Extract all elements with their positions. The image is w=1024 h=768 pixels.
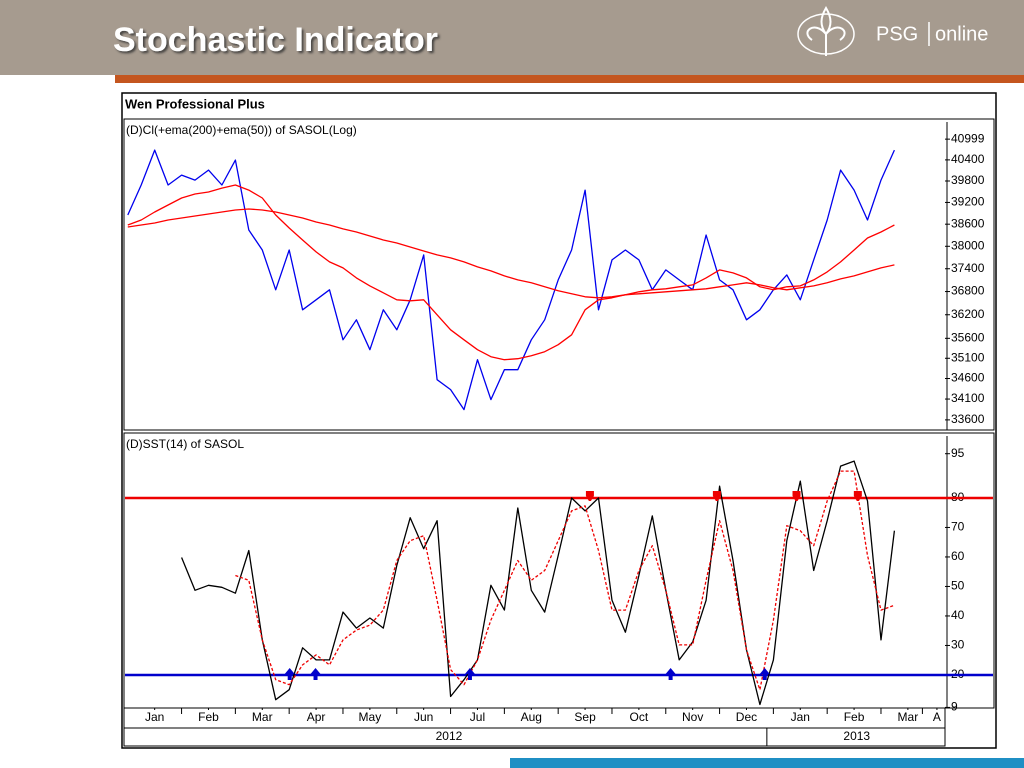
- x-tick-label: A: [933, 710, 941, 724]
- x-tick-label: Aug: [521, 710, 542, 724]
- x-tick-label: Apr: [307, 710, 326, 724]
- buy-signal: [759, 667, 770, 680]
- y-tick-label: 33600: [951, 412, 985, 426]
- sell-signal: [853, 490, 862, 501]
- x-tick-label: May: [359, 710, 382, 724]
- year-label: 2013: [843, 729, 870, 743]
- sell-signal: [792, 490, 801, 501]
- buy-signal: [665, 667, 676, 680]
- y-tick-label: 39800: [951, 173, 985, 187]
- y-tick-label: 35100: [951, 350, 985, 364]
- panel-title: (D)Cl(+ema(200)+ema(50)) of SASOL(Log): [126, 123, 357, 137]
- y-tick-label: 38600: [951, 216, 985, 230]
- price-panel: [123, 118, 995, 431]
- x-tick-label: Sep: [574, 710, 596, 724]
- x-tick-label: Feb: [198, 710, 219, 724]
- x-tick-label: Oct: [630, 710, 649, 724]
- x-tick-label: Mar: [252, 710, 273, 724]
- x-tick-label: Dec: [736, 710, 757, 724]
- y-tick-label: 60: [951, 549, 965, 563]
- panel-title: (D)SST(14) of SASOL: [126, 437, 244, 451]
- y-tick-label: 40400: [951, 152, 985, 166]
- footer-bar: [510, 758, 1024, 768]
- logo-fleur-arms: [806, 26, 846, 56]
- y-tick-label: 9: [951, 700, 958, 714]
- x-tick-label: Feb: [844, 710, 865, 724]
- buy-signal: [284, 667, 295, 680]
- logo-brand: PSG: [876, 23, 918, 45]
- series-line: [180, 460, 896, 706]
- y-tick-label: 39200: [951, 195, 985, 209]
- y-tick-label: 38000: [951, 238, 985, 252]
- y-tick-label: 30: [951, 638, 965, 652]
- stochastic-panel: [123, 432, 995, 709]
- x-tick-label: Jul: [470, 710, 485, 724]
- sell-signal: [585, 490, 594, 501]
- buy-signal: [310, 667, 321, 680]
- x-tick-label: Jun: [414, 710, 433, 724]
- y-tick-label: 40999: [951, 131, 985, 145]
- y-tick-label: 40: [951, 608, 965, 622]
- x-tick-label: Jan: [145, 710, 164, 724]
- y-tick-label: 95: [951, 446, 965, 460]
- y-tick-label: 36800: [951, 284, 985, 298]
- x-axis-box: [123, 707, 946, 747]
- logo: [797, 6, 930, 56]
- y-tick-label: 37400: [951, 261, 985, 275]
- x-tick-label: Jan: [791, 710, 810, 724]
- y-tick-label: 35600: [951, 330, 985, 344]
- series-line: [127, 149, 895, 411]
- accent-bar: [115, 75, 1024, 83]
- x-tick-label: Nov: [682, 710, 703, 724]
- x-tick-label: Mar: [898, 710, 919, 724]
- sell-signal: [712, 490, 721, 501]
- buy-signal: [464, 667, 475, 680]
- series-line: [127, 208, 895, 299]
- window-title: Wen Professional Plus: [125, 96, 265, 111]
- slide-title: Stochastic Indicator: [113, 21, 438, 59]
- series-line: [127, 184, 895, 361]
- series-line: [235, 470, 895, 691]
- y-tick-label: 34600: [951, 371, 985, 385]
- y-tick-label: 50: [951, 579, 965, 593]
- y-tick-label: 70: [951, 520, 965, 534]
- year-label: 2012: [436, 729, 463, 743]
- y-tick-label: 36200: [951, 307, 985, 321]
- y-tick-label: 34100: [951, 391, 985, 405]
- logo-product: online: [935, 23, 988, 45]
